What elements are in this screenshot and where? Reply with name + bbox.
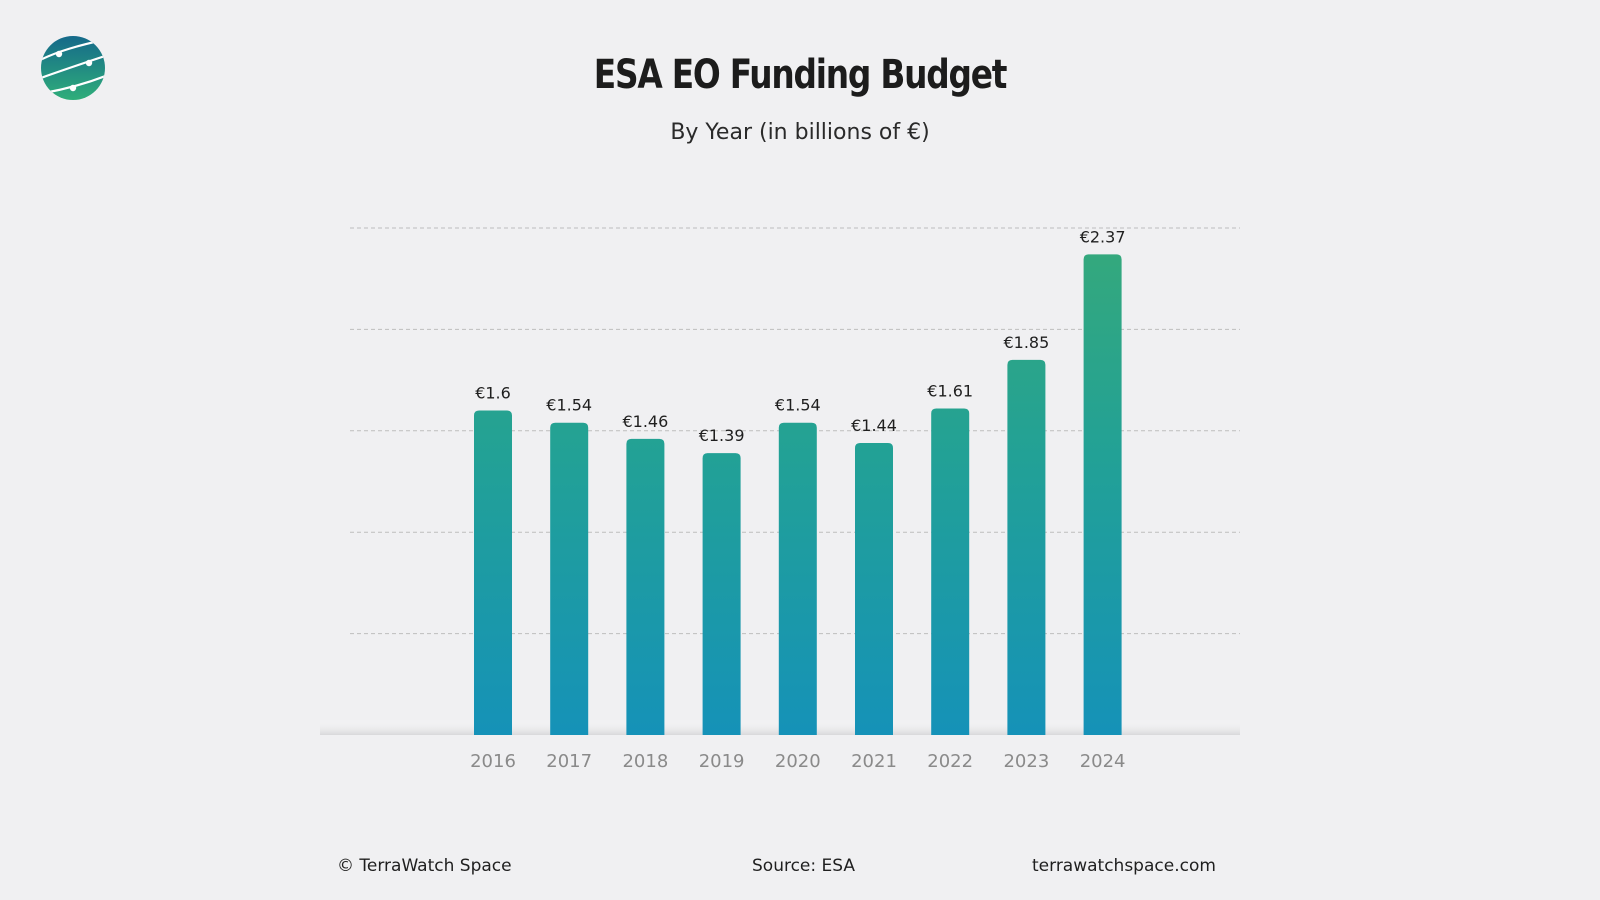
bar-2018	[626, 438, 665, 735]
x-tick-label-2021: 2021	[851, 751, 897, 772]
chart-subtitle: By Year (in billions of €)	[670, 120, 930, 145]
data-label-2022: €1.61	[927, 381, 973, 400]
data-label-2018: €1.46	[622, 412, 668, 431]
data-label-2023: €1.85	[1003, 333, 1049, 352]
chart-title: ESA EO Funding Budget	[593, 52, 1008, 98]
bar-2022	[931, 408, 970, 735]
bar-2019	[702, 453, 741, 735]
bar-2024	[1083, 254, 1122, 735]
x-tick-label-2019: 2019	[699, 751, 745, 772]
data-label-2019: €1.39	[699, 426, 745, 445]
bar-2016	[474, 410, 512, 735]
globe-orbit-icon	[41, 36, 105, 100]
bar-2017	[550, 422, 589, 735]
data-label-2021: €1.44	[851, 416, 897, 435]
x-tick-label-2016: 2016	[470, 751, 516, 772]
footer-website[interactable]: terrawatchspace.com	[1032, 856, 1216, 876]
x-tick-label-2018: 2018	[622, 751, 668, 772]
bar-2023	[1007, 359, 1046, 735]
footer-copyright: © TerraWatch Space	[337, 856, 512, 876]
data-label-2024: €2.37	[1080, 227, 1126, 246]
x-tick-label-2023: 2023	[1003, 751, 1049, 772]
x-tick-label-2024: 2024	[1080, 751, 1126, 772]
bar-2021	[855, 442, 893, 735]
bar-2020	[778, 422, 817, 735]
footer-source: Source: ESA	[752, 856, 855, 876]
data-label-2017: €1.54	[546, 396, 592, 415]
data-label-2020: €1.54	[775, 396, 821, 415]
x-tick-label-2022: 2022	[927, 751, 973, 772]
x-tick-label-2017: 2017	[546, 751, 592, 772]
x-tick-label-2020: 2020	[775, 751, 821, 772]
data-label-2016: €1.6	[475, 384, 511, 403]
